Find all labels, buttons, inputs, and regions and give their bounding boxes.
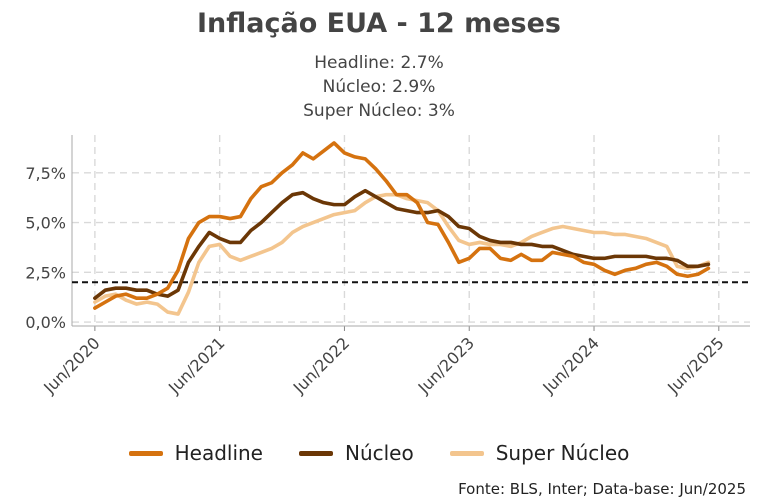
series-line-nucleo: [93, 188, 711, 300]
y-tick-label: 0,0%: [25, 313, 66, 332]
source-note: Fonte: BLS, Inter; Data-base: Jun/2025: [458, 480, 746, 498]
x-tick-label: Jun/2025: [663, 333, 727, 397]
legend-item-headline: Headline: [128, 441, 263, 465]
legend-label-super-nucleo: Super Núcleo: [495, 441, 630, 465]
subtitle-headline: Headline: 2.7%: [314, 53, 444, 73]
x-tick-label: Jun/2020: [39, 333, 103, 397]
legend-swatch-headline: [128, 450, 163, 456]
legend-swatch-nucleo: [298, 450, 333, 456]
y-tick-label: 5,0%: [25, 214, 66, 233]
legend-item-super-nucleo: Super Núcleo: [449, 441, 630, 465]
subtitle-super-nucleo: Super Núcleo: 3%: [303, 101, 455, 121]
legend: Headline Núcleo Super Núcleo: [0, 441, 758, 465]
legend-item-nucleo: Núcleo: [298, 441, 414, 465]
legend-label-headline: Headline: [174, 441, 263, 465]
series-line-super-nucleo: [93, 192, 711, 316]
legend-label-nucleo: Núcleo: [344, 441, 414, 465]
subtitle-nucleo: Núcleo: 2.9%: [322, 77, 436, 97]
x-tick-label: Jun/2021: [164, 333, 228, 397]
x-tick-label: Jun/2024: [538, 333, 602, 397]
y-tick-label: 7,5%: [25, 164, 66, 183]
y-tick-label: 2,5%: [25, 263, 66, 282]
x-tick-label: Jun/2023: [414, 333, 478, 397]
line-chart: 0,0% 2,5% 5,0% 7,5% Jun/2020 Jun/2021 Jun/2022…: [25, 135, 750, 398]
chart-title: Inflação EUA - 12 meses: [197, 8, 561, 39]
series-line-headline: [93, 141, 711, 310]
x-tick-label: Jun/2022: [289, 333, 353, 397]
legend-swatch-super-nucleo: [449, 450, 484, 456]
